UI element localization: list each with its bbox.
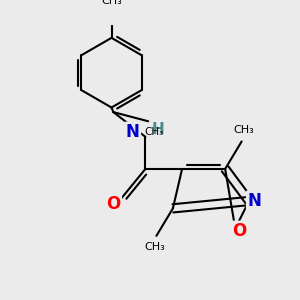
- Text: O: O: [232, 222, 246, 240]
- Text: CH₃: CH₃: [144, 127, 163, 137]
- Text: CH₃: CH₃: [101, 0, 122, 6]
- Text: H: H: [152, 122, 165, 137]
- Text: N: N: [248, 192, 261, 210]
- Text: O: O: [106, 195, 121, 213]
- Text: N: N: [126, 123, 140, 141]
- Text: CH₃: CH₃: [233, 125, 254, 135]
- Text: CH₃: CH₃: [144, 242, 165, 252]
